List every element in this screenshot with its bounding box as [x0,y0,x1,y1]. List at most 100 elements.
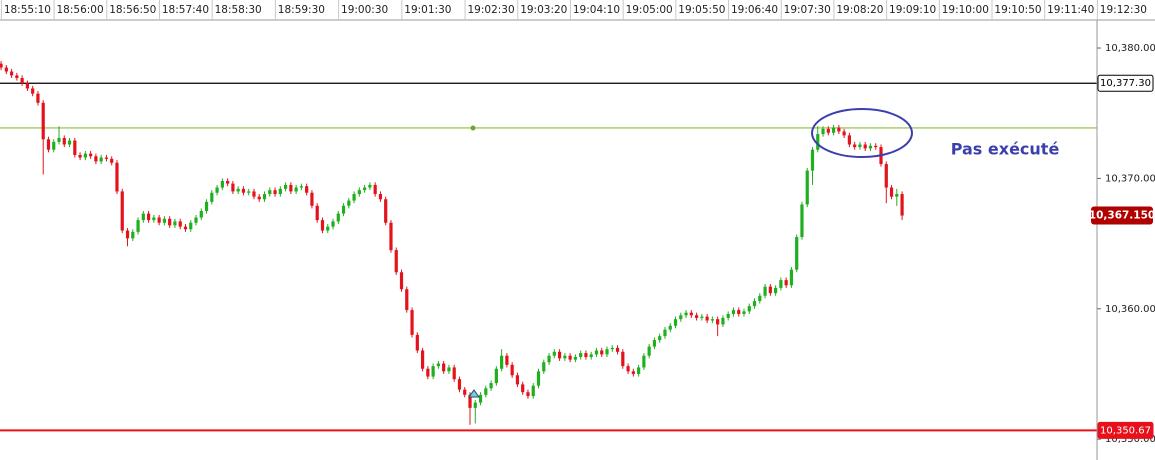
candle-body [716,319,720,325]
candle-body [463,389,467,395]
candle-body [257,196,261,200]
candle-body [752,300,757,307]
x-tick-label: 19:05:00 [626,4,673,16]
candle-body [726,313,730,318]
candle-body [157,217,161,223]
candle-body [368,184,372,188]
candle-body [647,346,651,356]
candle-body [579,353,583,358]
candle-body [110,158,114,163]
x-tick-label: 19:07:30 [784,4,831,16]
candle-body [83,153,87,158]
candle-body [863,144,867,149]
candle-body [768,286,772,294]
candle-body [626,366,630,372]
candle-body [347,200,351,206]
candle-body [484,388,488,395]
candle-body [268,190,272,195]
candle-body [789,269,794,286]
annotation: Pas exécuté [951,140,1060,159]
candle-body [357,190,361,195]
candle-body [415,334,419,351]
candle-body [900,194,904,216]
candle-body [199,210,203,218]
x-tick-label: 19:09:10 [889,4,936,16]
candle-body [821,128,825,135]
candle-body [637,367,641,374]
candles-layer [0,61,904,425]
candle-body [853,144,857,148]
candle-body [842,131,846,136]
candle-body [689,312,693,316]
candle-body [837,127,841,132]
candle-body [673,319,678,326]
candle-body [315,205,319,221]
candle-body [99,157,103,162]
candle-body [20,78,24,84]
candle-body [652,340,657,347]
candle-body [305,186,309,193]
candle-body [858,144,862,148]
candle-body [721,317,725,325]
candle-body [468,394,472,408]
candle-body [146,213,151,221]
candle-body [889,187,894,197]
candle-body [536,371,541,386]
candle-body [774,287,778,294]
candle-body [399,272,404,290]
candle-body [178,221,182,227]
candle-body [457,379,462,390]
y-tick-label: 10,360.00 [1105,304,1155,315]
x-tick-label: 18:58:30 [215,4,262,16]
candle-body [410,310,414,335]
candle-body [515,375,520,385]
candle-body [816,134,820,150]
candle-body [510,364,514,376]
candle-body [62,137,66,145]
candle-body [352,194,356,201]
candle-body [810,149,815,171]
candle-body [563,355,567,359]
candle-body [73,140,77,155]
buy-marker [468,389,480,398]
candle-body [384,199,388,223]
x-tick-label: 19:10:50 [994,4,1041,16]
candle-body [557,351,562,359]
candle-body [447,367,451,372]
candle-body [552,351,556,356]
candle-body [489,383,493,389]
candle-body [289,184,293,192]
candle-body [341,205,346,214]
candle-body [542,362,546,372]
y-tick-label: 10,350.00 [1105,434,1155,445]
candle-body [162,218,166,223]
candle-body [473,402,477,408]
y-tick-label: 10,380.00 [1105,43,1155,54]
candle-body [758,295,762,301]
candle-body [784,280,788,286]
candle-body [436,363,440,367]
candle-body [67,140,72,145]
candle-body [283,184,288,189]
candle-body [94,156,98,162]
x-tick-label: 19:01:30 [404,4,451,16]
candle-body [210,192,214,202]
candle-body [694,315,699,318]
candle-body [363,187,367,191]
candle-body [631,371,635,374]
candle-body [0,63,3,68]
candle-body [800,204,804,238]
candle-body [15,75,19,79]
candle-body [500,355,504,369]
candle-body [136,220,140,232]
x-tick-label: 19:06:40 [731,4,778,16]
candle-body [25,83,29,89]
candle-body [684,312,688,316]
x-tick-label: 19:00:30 [341,4,388,16]
candle-body [589,354,593,358]
last-price-label: 10,367.150 [1089,210,1155,222]
candle-body [895,194,899,197]
candle-body [874,145,878,148]
candle-body [710,319,714,321]
candle-body [194,217,198,223]
